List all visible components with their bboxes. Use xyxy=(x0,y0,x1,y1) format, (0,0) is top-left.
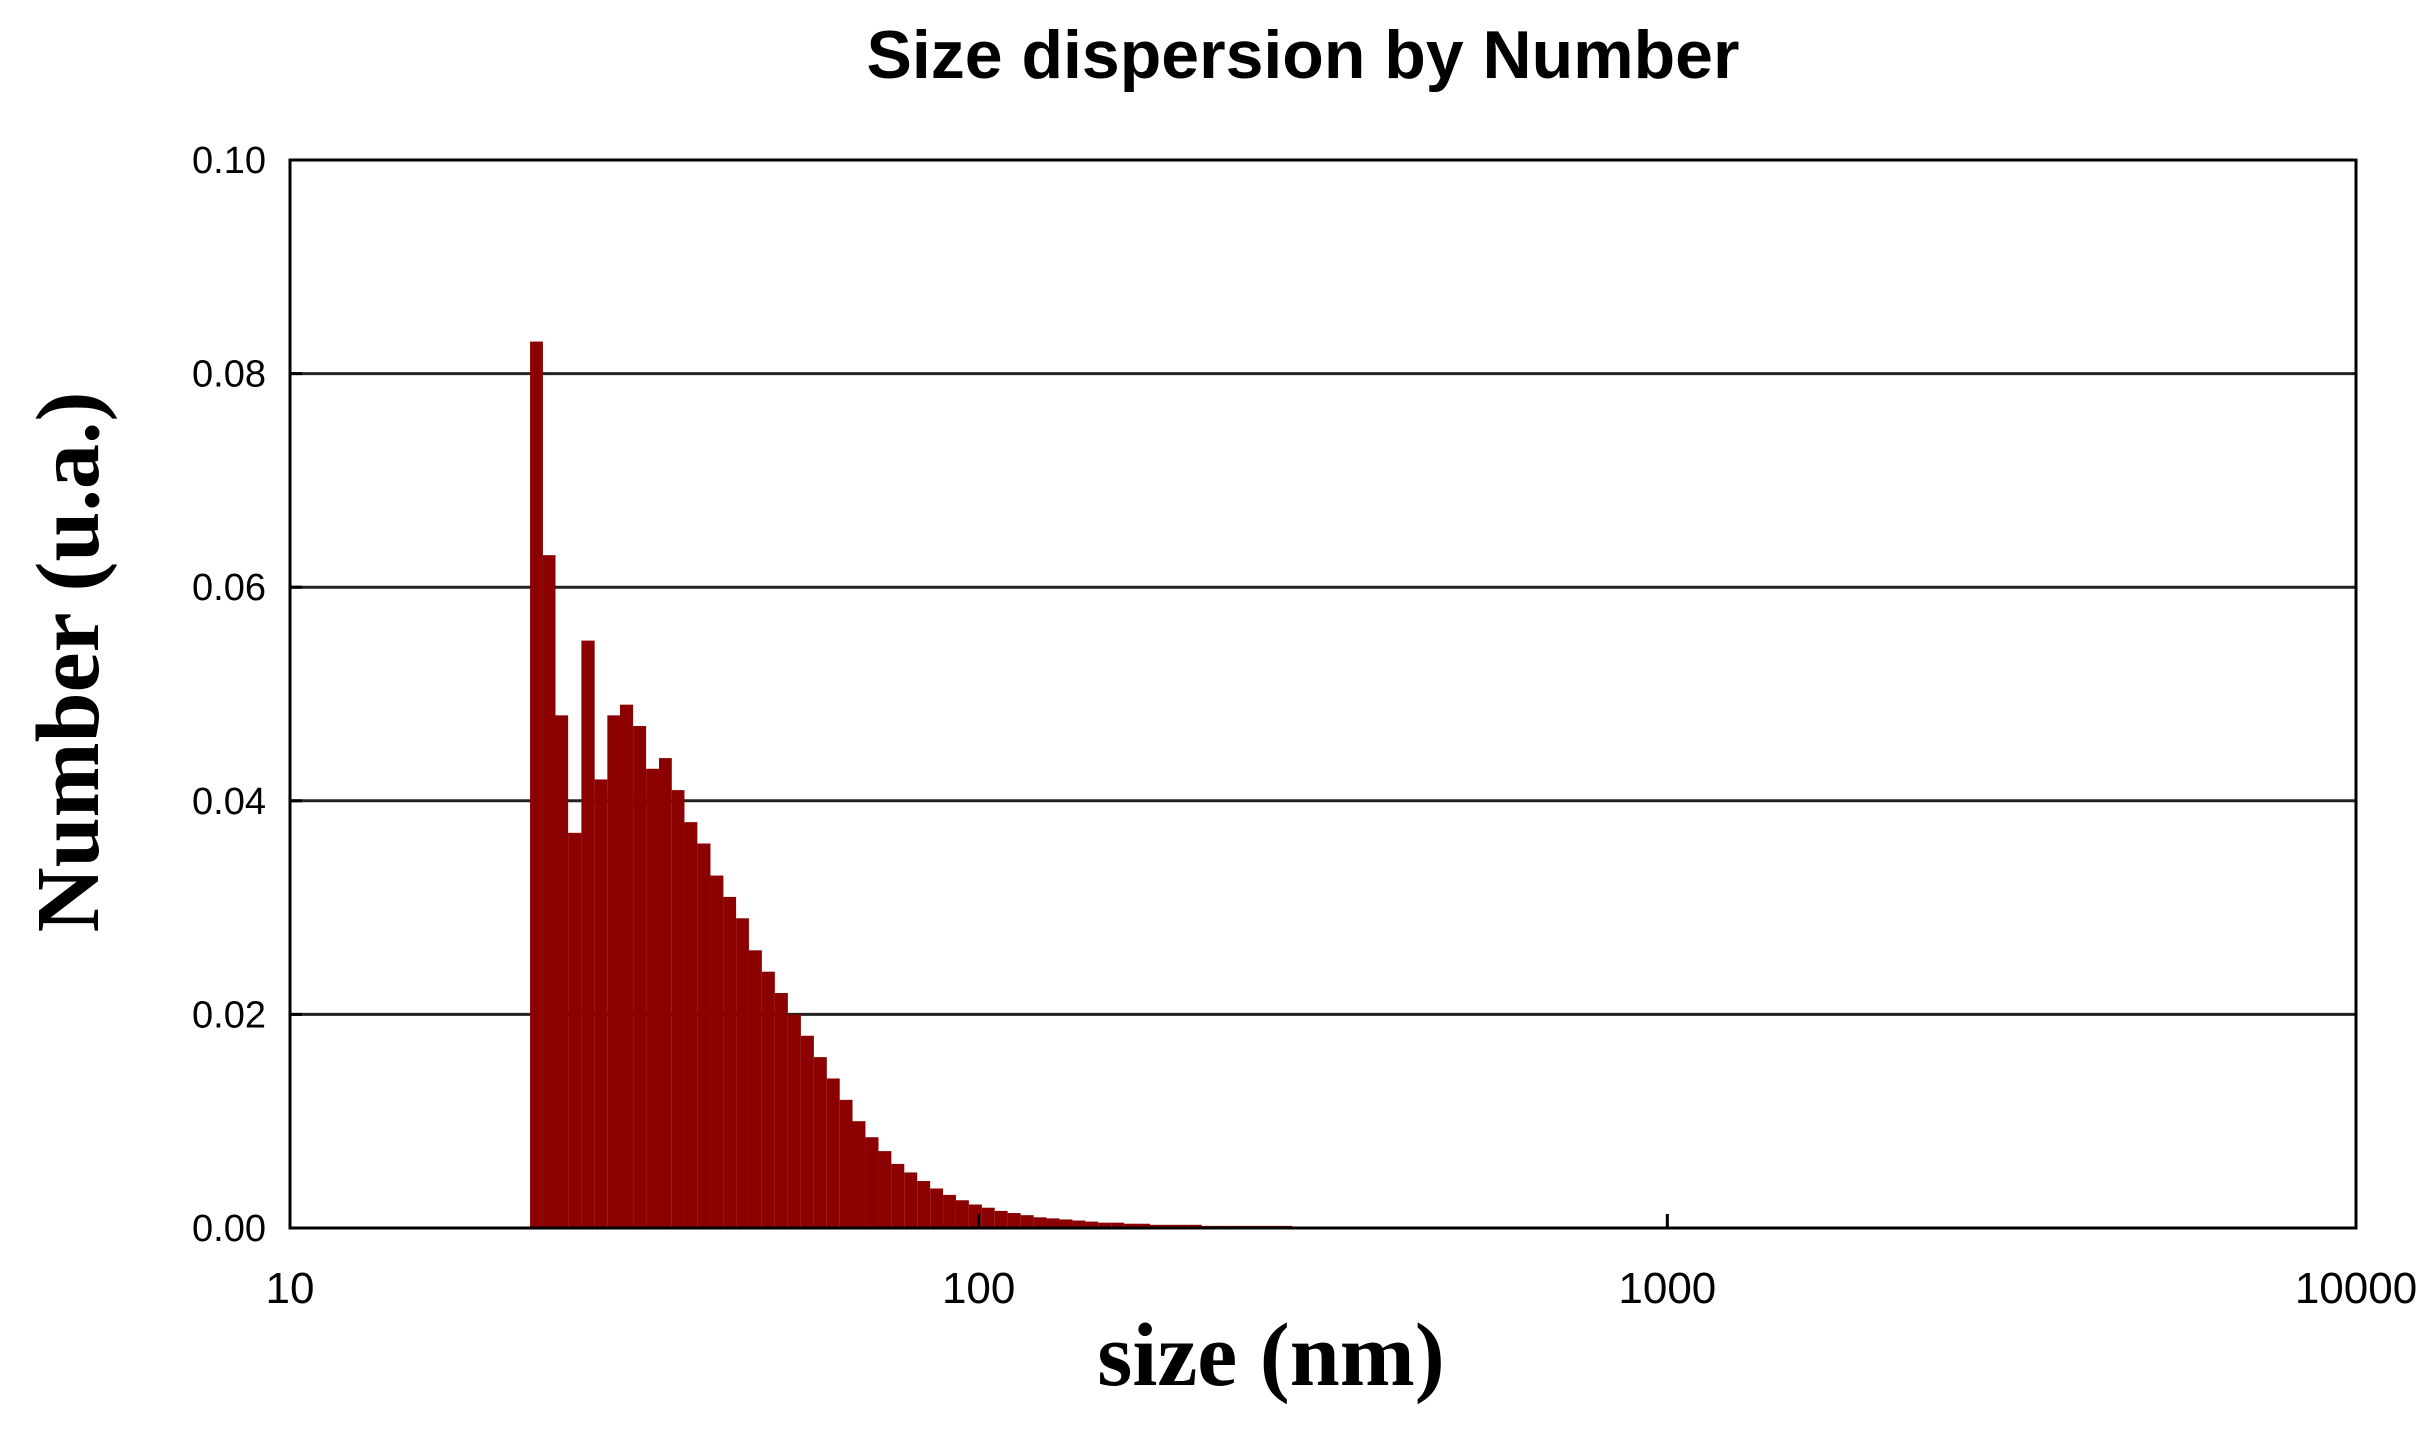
bar xyxy=(555,715,569,1228)
bar xyxy=(568,832,582,1228)
bar xyxy=(1175,1224,1189,1228)
y-tick-label: 0.06 xyxy=(192,567,266,609)
bars xyxy=(530,341,1461,1228)
bar xyxy=(878,1151,892,1228)
x-tick-label: 1000 xyxy=(1618,1264,1716,1313)
bar xyxy=(1188,1224,1202,1228)
bar xyxy=(633,726,647,1228)
bar xyxy=(659,758,672,1228)
y-tick-label: 0.00 xyxy=(192,1208,266,1250)
x-tick-labels: 10 100 1000 10000 xyxy=(266,1264,2418,1313)
bar xyxy=(839,1099,853,1228)
bar xyxy=(607,715,620,1228)
bar xyxy=(1085,1221,1099,1228)
bar xyxy=(904,1172,918,1228)
y-axis-label: Number (u.a.) xyxy=(19,392,118,933)
bar xyxy=(852,1121,866,1228)
bar xyxy=(594,779,608,1228)
y-tick-label: 0.02 xyxy=(192,994,266,1036)
bar xyxy=(1124,1223,1138,1228)
bar xyxy=(723,896,737,1228)
bar xyxy=(813,1057,827,1228)
x-tick-label: 10000 xyxy=(2295,1264,2417,1313)
bar xyxy=(1020,1215,1034,1228)
bar xyxy=(1046,1218,1060,1228)
x-tick-label: 10 xyxy=(266,1264,315,1313)
bar xyxy=(1059,1219,1073,1228)
bar xyxy=(619,704,634,1228)
bar xyxy=(774,993,788,1228)
bar xyxy=(761,971,775,1228)
bar xyxy=(697,843,711,1228)
bar xyxy=(826,1078,840,1228)
bar xyxy=(787,1014,801,1228)
bar xyxy=(800,1035,814,1228)
bar xyxy=(542,555,556,1228)
bar xyxy=(530,341,543,1228)
bar xyxy=(891,1163,905,1228)
bar xyxy=(943,1194,956,1228)
y-tick-label: 0.10 xyxy=(192,140,266,182)
bar xyxy=(1162,1224,1176,1228)
plot-frame xyxy=(288,158,2358,1230)
bar xyxy=(1149,1224,1163,1228)
bar xyxy=(581,640,595,1228)
axes xyxy=(288,158,2358,1230)
bar xyxy=(955,1200,969,1228)
chart-title: Size dispersion by Number xyxy=(867,17,1740,93)
bar xyxy=(710,875,724,1228)
bar xyxy=(1111,1222,1125,1228)
y-tick-label: 0.08 xyxy=(192,354,266,396)
bar xyxy=(1007,1213,1021,1228)
x-tick-label: 100 xyxy=(942,1264,1015,1313)
bar xyxy=(981,1207,995,1228)
bar xyxy=(736,918,749,1228)
bar xyxy=(865,1137,879,1228)
bar xyxy=(671,790,685,1228)
bar xyxy=(684,822,698,1228)
bar xyxy=(1072,1220,1086,1228)
bar xyxy=(748,950,762,1228)
y-tick-label: 0.04 xyxy=(192,781,266,823)
y-tick-labels: 0.00 0.02 0.04 0.06 0.08 0.10 xyxy=(192,140,266,1250)
x-axis-label: size (nm) xyxy=(1097,1306,1444,1405)
bar xyxy=(1033,1217,1047,1228)
bar xyxy=(930,1188,944,1228)
bar xyxy=(646,768,660,1228)
bar xyxy=(994,1210,1008,1228)
bar xyxy=(1098,1222,1112,1228)
bar xyxy=(1137,1223,1150,1228)
bar xyxy=(917,1181,931,1228)
